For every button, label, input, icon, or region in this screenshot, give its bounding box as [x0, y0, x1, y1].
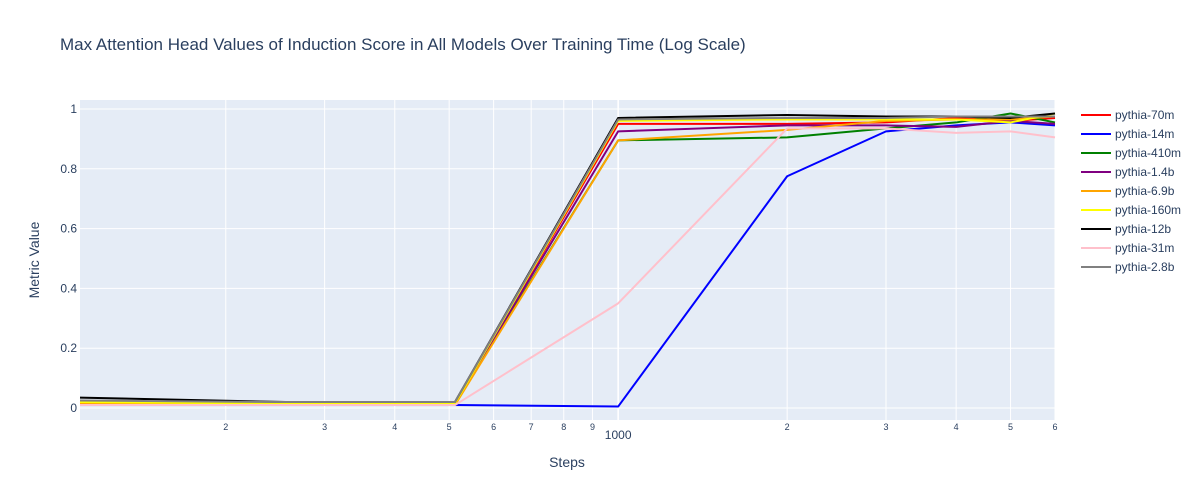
x-minor-tick-label: 4 — [954, 422, 959, 432]
legend-label: pythia-160m — [1115, 203, 1181, 217]
legend-label: pythia-31m — [1115, 241, 1174, 255]
legend-label: pythia-410m — [1115, 146, 1181, 160]
series-line-pythia-31m — [80, 127, 1056, 407]
legend-label: pythia-2.8b — [1115, 260, 1175, 274]
x-minor-tick-label: 3 — [883, 422, 888, 432]
y-tick-label: 0.8 — [60, 162, 77, 176]
y-tick-label: 0.6 — [60, 222, 77, 236]
y-axis-title: Metric Value — [26, 221, 42, 298]
legend-label: pythia-12b — [1115, 222, 1171, 236]
x-minor-tick-label: 6 — [491, 422, 496, 432]
x-minor-tick-label: 2 — [785, 422, 790, 432]
x-minor-tick-label: 6 — [1052, 422, 1057, 432]
x-minor-tick-label: 3 — [322, 422, 327, 432]
y-tick-label: 0 — [70, 401, 77, 415]
legend-label: pythia-70m — [1115, 108, 1174, 122]
legend: pythia-70m pythia-14m pythia-410m pythia-1.… — [1081, 108, 1181, 274]
y-tick-label: 1 — [70, 102, 77, 116]
legend-label: pythia-1.4b — [1115, 165, 1175, 179]
plot-area — [80, 100, 1055, 420]
series-line-pythia-2.8b — [79, 115, 1055, 404]
x-minor-tick-label: 9 — [590, 422, 595, 432]
legend-label: pythia-14m — [1115, 127, 1174, 141]
x-major-tick-label: 1000 — [605, 428, 632, 442]
tick-labels: 0 0.2 0.4 0.6 0.8 1 2 3 4 5 6 7 8 9 2 3 4 5 6 1000 — [60, 102, 1057, 442]
chart-title: Max Attention Head Values of Induction S… — [60, 35, 746, 54]
legend-item-pythia-12b[interactable]: pythia-12b — [1081, 222, 1171, 236]
x-minor-tick-label: 2 — [223, 422, 228, 432]
x-minor-tick-label: 5 — [1008, 422, 1013, 432]
legend-item-pythia-31m[interactable]: pythia-31m — [1081, 241, 1174, 255]
series-lines — [79, 112, 1056, 408]
x-minor-tick-label: 7 — [529, 422, 534, 432]
y-tick-label: 0.2 — [60, 341, 77, 355]
legend-item-pythia-160m[interactable]: pythia-160m — [1081, 203, 1181, 217]
x-minor-tick-label: 5 — [447, 422, 452, 432]
series-line-pythia-160m — [79, 112, 1056, 405]
legend-item-pythia-70m[interactable]: pythia-70m — [1081, 108, 1174, 122]
x-minor-tick-label: 8 — [561, 422, 566, 432]
legend-label: pythia-6.9b — [1115, 184, 1175, 198]
legend-item-pythia-2.8b[interactable]: pythia-2.8b — [1081, 260, 1175, 274]
legend-item-pythia-410m[interactable]: pythia-410m — [1081, 146, 1181, 160]
legend-item-pythia-6.9b[interactable]: pythia-6.9b — [1081, 184, 1175, 198]
x-axis-title: Steps — [549, 454, 585, 470]
legend-item-pythia-1.4b[interactable]: pythia-1.4b — [1081, 165, 1175, 179]
y-tick-label: 0.4 — [60, 281, 77, 295]
x-minor-tick-label: 4 — [392, 422, 397, 432]
grid — [80, 100, 1056, 420]
legend-item-pythia-14m[interactable]: pythia-14m — [1081, 127, 1174, 141]
